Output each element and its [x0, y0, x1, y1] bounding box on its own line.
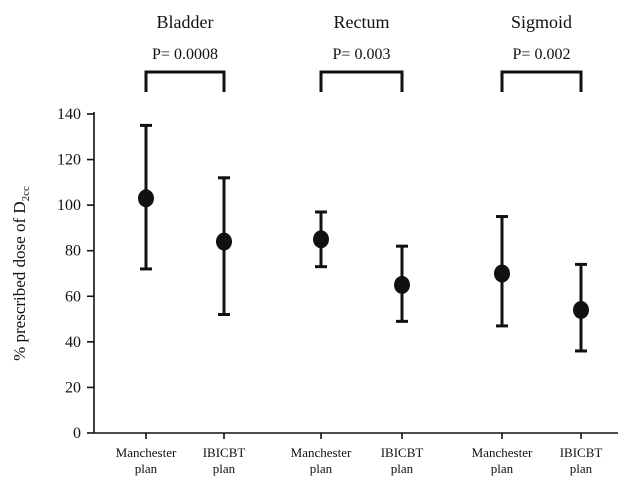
x-category-label-line: Manchester [116, 445, 177, 460]
y-tick-label: 100 [57, 197, 81, 214]
x-category-label-line: plan [310, 461, 333, 476]
p-value-label: P= 0.002 [513, 46, 571, 63]
x-category-label-line: plan [570, 461, 593, 476]
x-category-label-line: IBICBT [381, 445, 424, 460]
y-axis-label: % prescribed dose of D2cc [10, 186, 32, 361]
x-category-label: Manchester plan [116, 445, 177, 476]
x-category-label: Manchester plan [291, 445, 352, 476]
x-category-label-line: Manchester [291, 445, 352, 460]
x-category-label: IBICBT plan [203, 445, 246, 476]
significance-bracket [144, 70, 226, 92]
x-category-label-line: plan [213, 461, 236, 476]
group-label: Sigmoid [511, 12, 572, 32]
mean-marker [394, 275, 410, 294]
y-axis-label-main: % prescribed dose of D [10, 201, 29, 361]
x-category-label-line: plan [135, 461, 158, 476]
x-category-label-line: plan [391, 461, 414, 476]
mean-marker [138, 189, 154, 208]
p-value-label: P= 0.003 [333, 46, 391, 63]
p-value-label: P= 0.0008 [152, 46, 218, 63]
mean-marker [313, 230, 329, 249]
x-category-label-line: plan [491, 461, 514, 476]
y-tick-label: 20 [65, 379, 81, 396]
group-label: Rectum [334, 12, 390, 32]
y-axis-label-subscript: 2cc [20, 186, 32, 201]
mean-marker [573, 300, 589, 319]
mean-marker [216, 232, 232, 251]
group-label: Bladder [157, 12, 214, 32]
y-tick-label: 60 [65, 288, 81, 305]
y-tick-label: 40 [65, 334, 81, 351]
mean-marker [494, 264, 510, 283]
x-category-label: Manchester plan [472, 445, 533, 476]
y-tick-label: 140 [57, 106, 81, 123]
x-category-label: IBICBT plan [560, 445, 603, 476]
x-category-label-line: Manchester [472, 445, 533, 460]
x-category-label: IBICBT plan [381, 445, 424, 476]
y-tick-label: 120 [57, 152, 81, 169]
x-category-label-line: IBICBT [560, 445, 603, 460]
y-tick-label: 80 [65, 243, 81, 260]
significance-bracket [319, 70, 404, 92]
significance-bracket [500, 70, 583, 92]
y-tick-label: 0 [73, 425, 81, 442]
x-category-label-line: IBICBT [203, 445, 246, 460]
